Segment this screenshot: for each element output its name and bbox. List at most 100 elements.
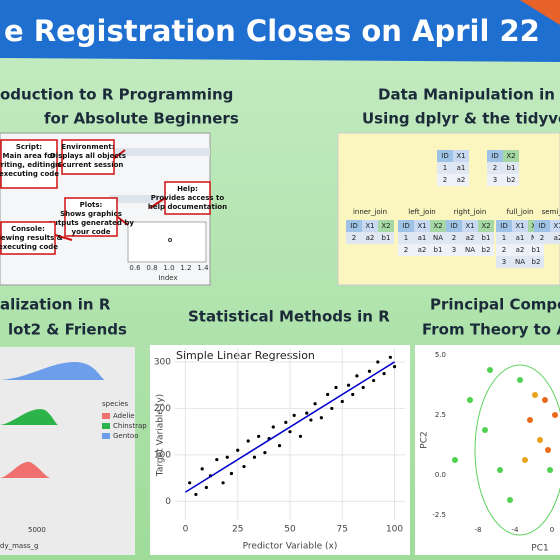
toolbar <box>110 148 210 156</box>
table-cell-text: 2 <box>443 176 447 184</box>
table-header <box>478 220 494 232</box>
table-cell <box>462 232 478 244</box>
legend-label: Gentoo <box>113 432 138 440</box>
table-cell <box>414 244 430 256</box>
table-cell-text: 2 <box>502 246 506 254</box>
table-cell-text: a2 <box>554 234 560 242</box>
table-header <box>503 150 519 162</box>
table-header-text: X1 <box>465 222 474 230</box>
callout-box <box>0 221 56 255</box>
y-tick-label: 200 <box>154 404 171 414</box>
point <box>215 457 219 462</box>
x-axis-label: Predictor Variable (x) <box>243 542 338 552</box>
table-header-text: ID <box>441 152 448 160</box>
point <box>361 385 365 390</box>
table-cell <box>512 232 528 244</box>
callout-box <box>64 197 118 237</box>
table-header <box>362 220 378 232</box>
table-header <box>437 150 453 162</box>
table-cell-text: b1 <box>532 246 541 254</box>
point <box>257 434 261 438</box>
table-cell <box>362 232 378 244</box>
pca-points <box>452 367 558 503</box>
point <box>263 450 267 455</box>
point <box>367 369 372 373</box>
table-header <box>446 220 462 232</box>
y-axis-label: Target Variable (y) <box>156 394 166 477</box>
x-tick-label: -4 <box>512 526 520 534</box>
table-header-text: X2 <box>481 222 490 230</box>
table-header-text: ID <box>491 152 498 160</box>
callout-text: Help: <box>177 185 198 193</box>
table-cell-text: b2 <box>482 246 491 254</box>
table-cell <box>398 244 414 256</box>
callout-text: Plots: <box>80 201 103 209</box>
table-cell <box>487 174 503 186</box>
table-cell-text: 2 <box>452 234 456 242</box>
table-header-text: ID <box>450 222 457 230</box>
table-cell <box>437 174 453 186</box>
table-cell <box>398 232 414 244</box>
table-cell <box>378 232 394 244</box>
callout-text: your code <box>72 228 111 236</box>
point <box>334 385 338 390</box>
table-cell-text: a2 <box>366 234 375 242</box>
point <box>252 455 257 459</box>
point <box>221 481 225 485</box>
table-cell-text: a2 <box>516 246 525 254</box>
table-cell-text: 3 <box>452 246 456 254</box>
callout-box <box>61 139 115 175</box>
point <box>305 411 309 415</box>
point <box>284 420 288 424</box>
point <box>292 413 296 418</box>
table-cell-text: b2 <box>532 258 541 266</box>
table-cell-text: b1 <box>434 246 443 254</box>
table-cell-text: 2 <box>404 246 408 254</box>
point <box>246 439 250 443</box>
x-tick-label: 100 <box>386 525 403 535</box>
density-ridge <box>0 409 58 425</box>
point <box>271 425 275 429</box>
table-cell-text: NA <box>465 246 475 254</box>
course-title: alization in R <box>0 296 111 314</box>
table-cell <box>528 244 544 256</box>
table-header-text: X1 <box>456 152 465 160</box>
course-title: lot2 & Friends <box>8 321 127 339</box>
y-tick-label: 300 <box>154 357 171 367</box>
table-header <box>398 220 414 232</box>
callout-text: Displays all objects <box>50 152 126 160</box>
table-cell <box>478 232 494 244</box>
banner <box>0 0 560 62</box>
point <box>355 374 359 378</box>
legend-key <box>102 423 110 429</box>
table-header <box>378 220 394 232</box>
table-cell <box>528 256 544 268</box>
table-cell <box>512 244 528 256</box>
table-cell <box>346 232 362 244</box>
table-cell-text: a2 <box>418 246 427 254</box>
point <box>188 481 192 485</box>
course-title: Data Manipulation in R <box>378 86 560 104</box>
table-header <box>496 220 512 232</box>
table-cell-text: a2 <box>466 234 475 242</box>
table-cell <box>462 244 478 256</box>
table-header-text: X1 <box>365 222 374 230</box>
legend-title: species <box>102 400 128 408</box>
ggplot-panel <box>0 347 135 555</box>
table-cell <box>453 162 469 174</box>
join-name: semi_join <box>542 208 560 216</box>
point <box>225 455 229 459</box>
point <box>392 364 397 369</box>
callout-text: help documentation <box>148 203 227 211</box>
table-cell <box>446 244 462 256</box>
table-cell <box>430 244 446 256</box>
point <box>204 485 208 490</box>
density-ridge <box>0 461 50 478</box>
table-header-text: X1 <box>417 222 426 230</box>
x-tick-label: 50 <box>284 525 296 535</box>
table-header <box>346 220 362 232</box>
table-cell-text: NA <box>433 234 443 242</box>
callout-text: Shows graphics <box>60 210 122 218</box>
table-header <box>550 220 560 232</box>
